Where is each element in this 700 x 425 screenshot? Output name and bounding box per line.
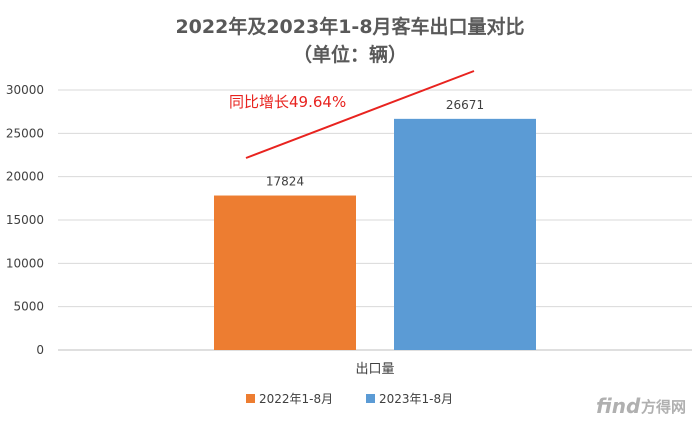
growth-trend-line	[245, 70, 475, 159]
legend-label-1: 2022年1-8月	[259, 392, 333, 406]
y-tick-label: 20000	[6, 170, 44, 184]
bars	[214, 118, 536, 350]
watermark-chinese: 方得网	[641, 398, 686, 416]
watermark: find 方得网	[596, 394, 686, 418]
category-label: 出口量	[355, 362, 394, 377]
legend-swatch-1	[246, 394, 255, 403]
y-axis: 0 5000 10000 15000 20000 25000 30000	[6, 83, 44, 357]
data-label-series-1: 17824	[266, 175, 304, 189]
y-tick-label: 25000	[6, 126, 44, 140]
y-tick-label: 5000	[13, 300, 44, 314]
y-tick-label: 0	[36, 343, 44, 357]
chart-subtitle: （单位：辆）	[293, 43, 407, 66]
legend-label-2: 2023年1-8月	[379, 392, 453, 406]
y-tick-label: 10000	[6, 256, 44, 270]
data-labels: 17824 26671	[266, 98, 484, 189]
data-label-series-2: 26671	[446, 98, 484, 112]
watermark-latin: find	[596, 394, 641, 418]
y-tick-label: 15000	[6, 213, 44, 227]
y-tick-label: 30000	[6, 83, 44, 97]
legend-swatch-2	[366, 394, 375, 403]
growth-annotation: 同比增长49.64%	[229, 93, 346, 111]
bar-series-1	[214, 195, 356, 350]
bar-series-2	[394, 118, 536, 350]
legend: 2022年1-8月 2023年1-8月	[246, 392, 453, 406]
gridlines	[58, 89, 692, 351]
chart-title: 2022年及2023年1-8月客车出口量对比	[175, 15, 524, 38]
